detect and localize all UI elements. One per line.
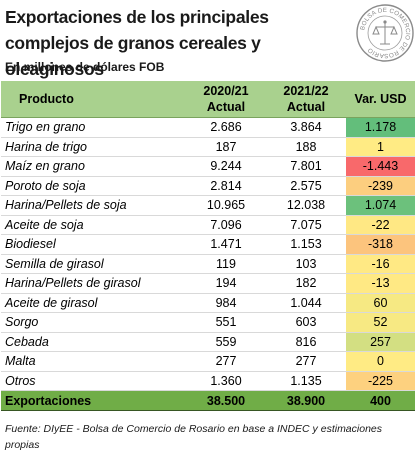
var-usd: -13 — [346, 273, 415, 294]
col-header-2021-22-status: Actual — [286, 100, 326, 114]
table-row: Otros 1.360 1.135 -225 — [1, 371, 415, 391]
var-usd: 1.074 — [346, 195, 415, 216]
value-2020-21: 119 — [186, 254, 266, 274]
table-row: Sorgo 551 603 52 — [1, 312, 415, 333]
product-name: Harina/Pellets de soja — [1, 195, 186, 216]
col-header-2020-21-year: 2020/21 — [203, 84, 249, 98]
product-name: Poroto de soja — [1, 176, 186, 196]
table-row: Aceite de soja 7.096 7.075 -22 — [1, 215, 415, 235]
value-2021-22: 277 — [266, 351, 346, 372]
col-header-2021-22: 2021/22 Actual — [266, 81, 346, 118]
value-2021-22: 816 — [266, 332, 346, 352]
table-row: Malta 277 277 0 — [1, 351, 415, 372]
value-2020-21: 559 — [186, 332, 266, 352]
page-title: Exportaciones de los principales complej… — [5, 7, 269, 79]
value-2020-21: 1.360 — [186, 371, 266, 391]
product-name: Semilla de girasol — [1, 254, 186, 274]
col-header-2021-22-year: 2021/22 — [283, 84, 329, 98]
total-label: Exportaciones — [1, 390, 186, 411]
value-2021-22: 2.575 — [266, 176, 346, 196]
product-name: Malta — [1, 351, 186, 372]
product-name: Harina de trigo — [1, 137, 186, 157]
value-2021-22: 3.864 — [266, 117, 346, 138]
col-header-product: Producto — [1, 81, 186, 118]
var-usd: 60 — [346, 293, 415, 313]
exports-table: Producto 2020/21 Actual 2021/22 Actual V… — [1, 81, 415, 411]
product-name: Harina/Pellets de girasol — [1, 273, 186, 294]
product-name: Aceite de girasol — [1, 293, 186, 313]
product-name: Cebada — [1, 332, 186, 352]
value-2021-22: 12.038 — [266, 195, 346, 216]
var-usd: -318 — [346, 234, 415, 255]
table-row: Aceite de girasol 984 1.044 60 — [1, 293, 415, 313]
total-row: Exportaciones 38.500 38.900 400 — [1, 390, 415, 411]
table-row: Maíz en grano 9.244 7.801 -1.443 — [1, 156, 415, 177]
product-name: Trigo en grano — [1, 117, 186, 138]
bcr-seal-logo: BOLSA DE COMERCIO DE ROSARIO — [356, 4, 414, 62]
value-2021-22: 103 — [266, 254, 346, 274]
product-name: Sorgo — [1, 312, 186, 333]
var-usd: 52 — [346, 312, 415, 333]
value-2021-22: 7.801 — [266, 156, 346, 177]
var-usd: 1 — [346, 137, 415, 157]
value-2021-22: 188 — [266, 137, 346, 157]
value-2020-21: 277 — [186, 351, 266, 372]
value-2021-22: 7.075 — [266, 215, 346, 235]
col-header-2020-21: 2020/21 Actual — [186, 81, 266, 118]
table-header-row: Producto 2020/21 Actual 2021/22 Actual V… — [1, 81, 415, 118]
source-note: Fuente: DIyEE - Bolsa de Comercio de Ros… — [5, 423, 383, 451]
var-usd: -239 — [346, 176, 415, 196]
table-row: Harina/Pellets de soja 10.965 12.038 1.074 — [1, 195, 415, 216]
value-2020-21: 1.471 — [186, 234, 266, 255]
product-name: Biodiesel — [1, 234, 186, 255]
table-row: Poroto de soja 2.814 2.575 -239 — [1, 176, 415, 196]
var-usd: -1.443 — [346, 156, 415, 177]
var-usd: 257 — [346, 332, 415, 352]
table-row: Harina/Pellets de girasol 194 182 -13 — [1, 273, 415, 294]
table-row: Semilla de girasol 119 103 -16 — [1, 254, 415, 274]
total-var-usd: 400 — [346, 390, 415, 411]
value-2020-21: 7.096 — [186, 215, 266, 235]
value-2020-21: 9.244 — [186, 156, 266, 177]
var-usd: 0 — [346, 351, 415, 372]
table-row: Biodiesel 1.471 1.153 -318 — [1, 234, 415, 255]
value-2021-22: 603 — [266, 312, 346, 333]
total-2020-21: 38.500 — [186, 390, 266, 411]
product-name: Aceite de soja — [1, 215, 186, 235]
value-2021-22: 1.044 — [266, 293, 346, 313]
value-2020-21: 187 — [186, 137, 266, 157]
value-2020-21: 2.686 — [186, 117, 266, 138]
table-row: Trigo en grano 2.686 3.864 1.178 — [1, 117, 415, 138]
product-name: Otros — [1, 371, 186, 391]
value-2021-22: 1.135 — [266, 371, 346, 391]
value-2020-21: 10.965 — [186, 195, 266, 216]
product-name: Maíz en grano — [1, 156, 186, 177]
value-2020-21: 194 — [186, 273, 266, 294]
value-2020-21: 551 — [186, 312, 266, 333]
var-usd: 1.178 — [346, 117, 415, 138]
var-usd: -16 — [346, 254, 415, 274]
table-row: Harina de trigo 187 188 1 — [1, 137, 415, 157]
col-header-var-usd: Var. USD — [346, 81, 415, 118]
value-2020-21: 2.814 — [186, 176, 266, 196]
value-2021-22: 182 — [266, 273, 346, 294]
table-row: Cebada 559 816 257 — [1, 332, 415, 352]
value-2020-21: 984 — [186, 293, 266, 313]
var-usd: -225 — [346, 371, 415, 391]
page-subtitle: En millones de dólares FOB — [5, 60, 165, 74]
col-header-2020-21-status: Actual — [206, 100, 246, 114]
total-2021-22: 38.900 — [266, 390, 346, 411]
value-2021-22: 1.153 — [266, 234, 346, 255]
var-usd: -22 — [346, 215, 415, 235]
